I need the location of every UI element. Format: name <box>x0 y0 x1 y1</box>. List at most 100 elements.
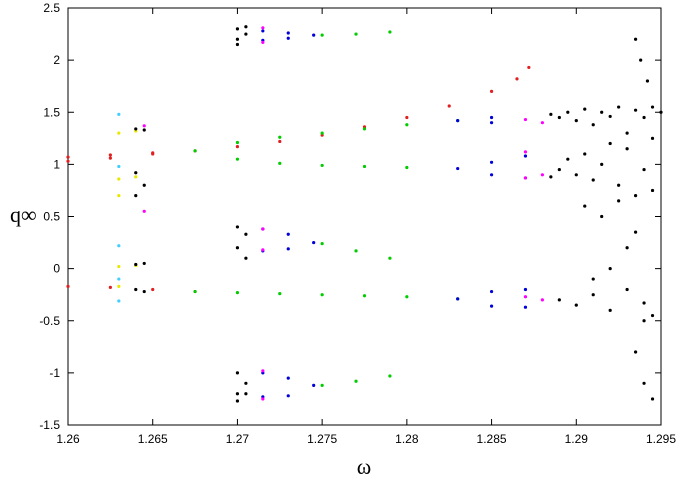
point <box>405 295 409 299</box>
point <box>456 166 460 171</box>
point <box>142 128 146 132</box>
point <box>633 194 638 198</box>
point <box>142 261 146 266</box>
point <box>625 287 629 292</box>
point <box>405 165 409 170</box>
point <box>320 242 324 246</box>
point <box>650 313 655 318</box>
point <box>650 136 655 140</box>
x-axis-label: ω <box>357 454 371 479</box>
point <box>557 298 561 302</box>
x-tick-label: 1.295 <box>646 432 676 446</box>
point <box>633 230 638 234</box>
point <box>540 121 545 125</box>
point <box>134 171 138 175</box>
point <box>235 157 240 161</box>
y-axis-label: q∞ <box>10 202 37 227</box>
point <box>650 188 655 193</box>
y-tick-label: 2 <box>53 53 60 67</box>
point <box>617 199 621 203</box>
point <box>608 267 612 271</box>
x-tick-label: 1.285 <box>477 432 507 446</box>
point <box>583 204 587 208</box>
plot-frame <box>67 7 662 426</box>
point <box>583 152 587 156</box>
point <box>456 118 460 123</box>
point <box>286 232 290 236</box>
point <box>515 77 519 81</box>
point <box>278 135 282 139</box>
point <box>261 26 265 30</box>
point <box>642 319 646 323</box>
point <box>312 33 316 37</box>
x-tick-label: 1.265 <box>138 432 168 446</box>
point <box>523 287 528 292</box>
point <box>527 65 531 70</box>
point <box>66 159 70 163</box>
point <box>540 298 545 302</box>
point <box>117 131 121 135</box>
point <box>489 89 494 93</box>
point <box>320 33 324 37</box>
point <box>261 40 265 45</box>
point <box>66 284 70 288</box>
point <box>193 289 197 294</box>
point <box>286 394 290 398</box>
point <box>574 303 578 307</box>
point <box>523 150 528 154</box>
point <box>312 383 316 387</box>
point <box>117 112 121 116</box>
point <box>117 164 121 169</box>
point <box>523 295 528 299</box>
point <box>540 173 545 177</box>
point <box>244 256 248 260</box>
point <box>244 381 248 385</box>
point <box>523 154 528 158</box>
point <box>354 379 358 383</box>
x-tick-label: 1.275 <box>307 432 337 446</box>
point <box>286 376 290 380</box>
y-tick-label: -1 <box>49 366 60 380</box>
point <box>312 240 316 245</box>
y-tick-label: 1 <box>53 157 60 171</box>
x-tick-label: 1.29 <box>565 432 589 446</box>
point <box>117 284 121 288</box>
point <box>608 308 612 312</box>
point <box>600 110 604 114</box>
point <box>625 246 629 250</box>
y-tick-label: 0.5 <box>43 210 60 224</box>
point <box>134 194 138 198</box>
point <box>117 194 121 198</box>
point <box>244 232 248 236</box>
point <box>574 173 578 177</box>
point <box>625 131 629 135</box>
point <box>566 110 570 114</box>
x-tick-label: 1.27 <box>226 432 250 446</box>
point <box>151 151 155 155</box>
point <box>405 115 409 120</box>
point <box>286 247 290 251</box>
point <box>388 374 392 378</box>
point <box>362 127 367 131</box>
point <box>354 249 358 253</box>
point <box>362 294 367 298</box>
point <box>617 105 621 109</box>
point <box>142 209 146 213</box>
point <box>549 112 553 116</box>
point <box>235 225 240 229</box>
point <box>66 155 70 159</box>
point <box>235 291 240 295</box>
point <box>235 399 240 403</box>
point <box>489 289 494 294</box>
point <box>142 183 146 187</box>
point <box>108 156 112 160</box>
point <box>108 285 112 289</box>
y-tick-label: -1.5 <box>39 418 60 432</box>
y-tick-label: -0.5 <box>39 314 60 328</box>
point <box>639 58 643 62</box>
point <box>659 110 663 114</box>
point <box>650 105 655 109</box>
point <box>617 183 621 187</box>
